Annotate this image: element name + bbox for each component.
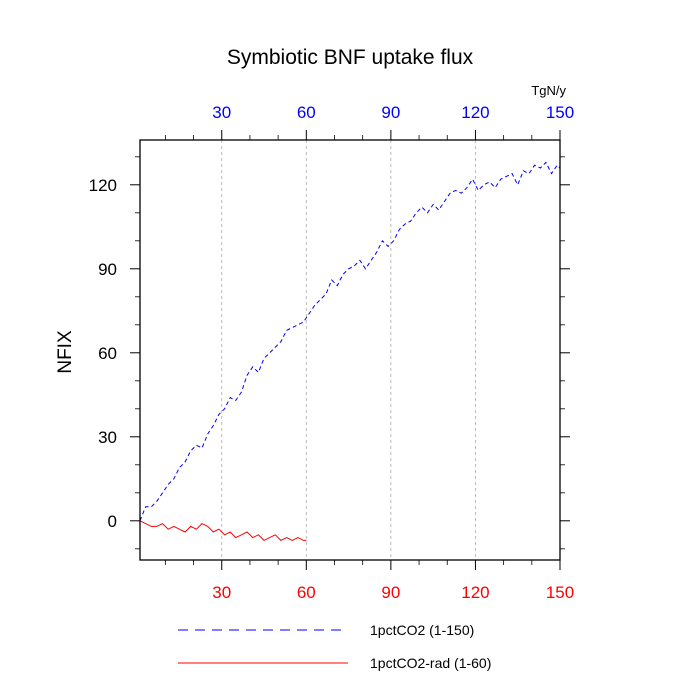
x-tick-label-bottom-120: 120 [461,583,489,602]
y-tick-label-90: 90 [98,260,117,279]
units-label: TgN/y [531,83,566,98]
x-tick-label-top-90: 90 [381,103,400,122]
grid-lines [221,140,476,560]
y-tick-label-0: 0 [108,512,117,531]
y-tick-label-60: 60 [98,344,117,363]
legend-label-1: 1pctCO2 (1-150) [370,622,474,638]
plot-frame [139,139,561,561]
x-tick-label-bottom-150: 150 [546,583,574,602]
chart-title: Symbiotic BNF uptake flux [227,46,474,69]
y-tick-label-30: 30 [98,428,117,447]
legend: 1pctCO2 (1-150) 1pctCO2-rad (1-60) [178,622,491,671]
series-line-1 [139,161,561,521]
y-tick-label-120: 120 [89,176,117,195]
axis-ticks: 30 30 60 60 90 90 120 120 150 150 0 30 60 90 120 [89,103,575,602]
x-tick-label-top-120: 120 [461,103,489,122]
x-tick-label-top-30: 30 [212,103,231,122]
y-axis-label: NFIX [55,330,76,374]
x-tick-label-bottom-60: 60 [297,583,316,602]
series-line-2 [139,520,307,542]
x-tick-label-top-150: 150 [546,103,574,122]
x-tick-label-bottom-90: 90 [381,583,400,602]
legend-label-2: 1pctCO2-rad (1-60) [370,655,491,671]
series-lines [139,161,561,542]
x-tick-label-bottom-30: 30 [212,583,231,602]
x-tick-label-top-60: 60 [297,103,316,122]
